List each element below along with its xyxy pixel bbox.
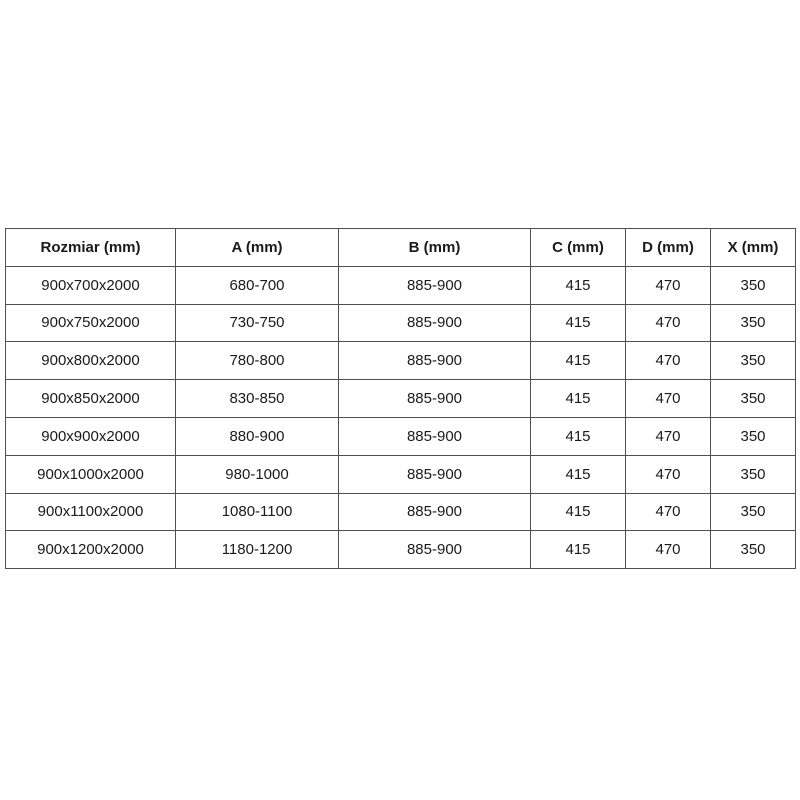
table-cell: 900x900x2000 (5, 416, 176, 456)
column-header-x: X (mm) (710, 228, 796, 267)
table-cell: 415 (530, 265, 626, 305)
column-header-rozmiar: Rozmiar (mm) (5, 228, 176, 267)
table-row: 900x1000x2000 980-1000 885-900 415 470 3… (5, 454, 796, 494)
table-cell: 350 (710, 454, 796, 494)
table-cell: 470 (625, 341, 711, 381)
table-cell: 730-750 (175, 303, 339, 343)
table-cell: 1180-1200 (175, 530, 339, 570)
table-cell: 350 (710, 530, 796, 570)
column-header-b: B (mm) (338, 228, 531, 267)
table-cell: 470 (625, 454, 711, 494)
table-cell: 415 (530, 379, 626, 418)
column-header-d: D (mm) (625, 228, 711, 267)
table-cell: 900x1100x2000 (5, 492, 176, 532)
table-cell: 350 (710, 416, 796, 456)
table-row: 900x850x2000 830-850 885-900 415 470 350 (5, 379, 796, 418)
column-header-c: C (mm) (530, 228, 626, 267)
table-cell: 415 (530, 454, 626, 494)
table-cell: 350 (710, 303, 796, 343)
table-cell: 885-900 (338, 492, 531, 532)
table-cell: 350 (710, 492, 796, 532)
table-cell: 980-1000 (175, 454, 339, 494)
table-cell: 350 (710, 265, 796, 305)
table-row: 900x700x2000 680-700 885-900 415 470 350 (5, 265, 796, 305)
table-cell: 470 (625, 303, 711, 343)
table-cell: 900x1200x2000 (5, 530, 176, 570)
table-cell: 885-900 (338, 303, 531, 343)
table-cell: 900x800x2000 (5, 341, 176, 381)
table-row: 900x1100x2000 1080-1100 885-900 415 470 … (5, 492, 796, 532)
table-cell: 1080-1100 (175, 492, 339, 532)
table-cell: 885-900 (338, 416, 531, 456)
table-cell: 885-900 (338, 265, 531, 305)
table-cell: 885-900 (338, 530, 531, 570)
table-cell: 880-900 (175, 416, 339, 456)
table-row: 900x1200x2000 1180-1200 885-900 415 470 … (5, 530, 796, 570)
dimensions-table: Rozmiar (mm) A (mm) B (mm) C (mm) D (mm)… (5, 228, 796, 570)
table-cell: 680-700 (175, 265, 339, 305)
table-cell: 470 (625, 416, 711, 456)
table-cell: 415 (530, 341, 626, 381)
table-cell: 885-900 (338, 379, 531, 418)
table-cell: 900x750x2000 (5, 303, 176, 343)
table-cell: 470 (625, 379, 711, 418)
table-row: 900x800x2000 780-800 885-900 415 470 350 (5, 341, 796, 381)
table-cell: 470 (625, 492, 711, 532)
table-cell: 900x850x2000 (5, 379, 176, 418)
header-row: Rozmiar (mm) A (mm) B (mm) C (mm) D (mm)… (5, 228, 796, 267)
table-cell: 350 (710, 379, 796, 418)
table-cell: 900x1000x2000 (5, 454, 176, 494)
table-cell: 415 (530, 492, 626, 532)
table-row: 900x750x2000 730-750 885-900 415 470 350 (5, 303, 796, 343)
table-cell: 415 (530, 416, 626, 456)
table-cell: 885-900 (338, 454, 531, 494)
table-cell: 780-800 (175, 341, 339, 381)
table-cell: 470 (625, 265, 711, 305)
table-cell: 830-850 (175, 379, 339, 418)
table-cell: 350 (710, 341, 796, 381)
column-header-a: A (mm) (175, 228, 339, 267)
table-cell: 470 (625, 530, 711, 570)
table-cell: 415 (530, 530, 626, 570)
dimensions-table-container: Rozmiar (mm) A (mm) B (mm) C (mm) D (mm)… (5, 228, 796, 570)
table-cell: 415 (530, 303, 626, 343)
table-row: 900x900x2000 880-900 885-900 415 470 350 (5, 416, 796, 456)
table-cell: 885-900 (338, 341, 531, 381)
table-cell: 900x700x2000 (5, 265, 176, 305)
